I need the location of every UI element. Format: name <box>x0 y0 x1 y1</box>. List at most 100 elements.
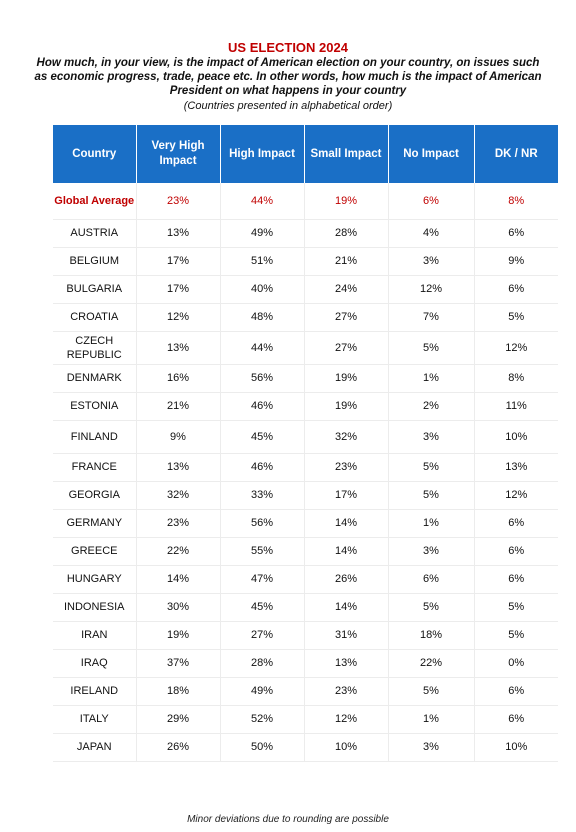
table-row: IRAQ 37% 28% 13% 22% 0% <box>53 649 558 678</box>
column-header-no-impact: No Impact <box>388 125 475 183</box>
table-row: INDONESIA 30% 45% 14% 5% 5% <box>53 593 558 622</box>
value-cell: 9% <box>474 247 558 276</box>
country-cell: GEORGIA <box>53 481 137 510</box>
value-cell: 24% <box>304 275 389 304</box>
table-row: IRELAND 18% 49% 23% 5% 6% <box>53 677 558 706</box>
value-cell: 3% <box>388 537 475 566</box>
value-cell: 51% <box>220 247 305 276</box>
country-cell: ESTONIA <box>53 392 137 421</box>
value-cell: 1% <box>388 509 475 538</box>
table-row: JAPAN 26% 50% 10% 3% 10% <box>53 733 558 762</box>
table-row: FINLAND 9% 45% 32% 3% 10% <box>53 420 558 454</box>
value-cell: 14% <box>304 593 389 622</box>
value-cell: 23% <box>136 509 221 538</box>
value-cell: 17% <box>304 481 389 510</box>
country-cell: FINLAND <box>53 420 137 454</box>
value-cell: 49% <box>220 219 305 248</box>
value-cell: 6% <box>474 705 558 734</box>
value-cell: 26% <box>304 565 389 594</box>
value-cell: 21% <box>136 392 221 421</box>
value-cell: 12% <box>474 331 558 365</box>
value-cell: 56% <box>220 509 305 538</box>
value-cell: 12% <box>136 303 221 332</box>
value-cell: 18% <box>388 621 475 650</box>
value-cell: 49% <box>220 677 305 706</box>
value-cell: 44% <box>220 183 305 220</box>
table-row: CROATIA 12% 48% 27% 7% 5% <box>53 303 558 332</box>
table-row: CZECH REPUBLIC 13% 44% 27% 5% 12% <box>53 331 558 365</box>
value-cell: 6% <box>474 219 558 248</box>
country-cell: BELGIUM <box>53 247 137 276</box>
value-cell: 1% <box>388 364 475 393</box>
value-cell: 50% <box>220 733 305 762</box>
value-cell: 5% <box>388 593 475 622</box>
column-header-very-high-impact: Very High Impact <box>136 125 221 183</box>
value-cell: 12% <box>388 275 475 304</box>
country-cell: ITALY <box>53 705 137 734</box>
value-cell: 6% <box>474 275 558 304</box>
value-cell: 23% <box>304 677 389 706</box>
value-cell: 14% <box>136 565 221 594</box>
value-cell: 45% <box>220 593 305 622</box>
value-cell: 46% <box>220 392 305 421</box>
value-cell: 33% <box>220 481 305 510</box>
country-cell: FRANCE <box>53 453 137 482</box>
value-cell: 13% <box>136 453 221 482</box>
table-row: DENMARK 16% 56% 19% 1% 8% <box>53 364 558 393</box>
value-cell: 12% <box>304 705 389 734</box>
value-cell: 6% <box>474 537 558 566</box>
value-cell: 13% <box>136 219 221 248</box>
country-cell: DENMARK <box>53 364 137 393</box>
value-cell: 8% <box>474 364 558 393</box>
value-cell: 52% <box>220 705 305 734</box>
value-cell: 7% <box>388 303 475 332</box>
country-cell: JAPAN <box>53 733 137 762</box>
value-cell: 19% <box>304 183 389 220</box>
survey-question: How much, in your view, is the impact of… <box>34 57 542 97</box>
column-header-high-impact: High Impact <box>220 125 305 183</box>
value-cell: 6% <box>388 565 475 594</box>
value-cell: 5% <box>474 303 558 332</box>
value-cell: 37% <box>136 649 221 678</box>
country-cell: IRAQ <box>53 649 137 678</box>
order-note: (Countries presented in alphabetical ord… <box>183 100 393 112</box>
value-cell: 8% <box>474 183 558 220</box>
country-cell: INDONESIA <box>53 593 137 622</box>
table-row: HUNGARY 14% 47% 26% 6% 6% <box>53 565 558 594</box>
table-row: ESTONIA 21% 46% 19% 2% 11% <box>53 392 558 421</box>
table-row: GEORGIA 32% 33% 17% 5% 12% <box>53 481 558 510</box>
table-row: GREECE 22% 55% 14% 3% 6% <box>53 537 558 566</box>
value-cell: 11% <box>474 392 558 421</box>
country-cell: CZECH REPUBLIC <box>53 331 137 365</box>
value-cell: 56% <box>220 364 305 393</box>
value-cell: 26% <box>136 733 221 762</box>
value-cell: 27% <box>220 621 305 650</box>
value-cell: 32% <box>304 420 389 454</box>
value-cell: 30% <box>136 593 221 622</box>
value-cell: 55% <box>220 537 305 566</box>
value-cell: 13% <box>474 453 558 482</box>
global-average-row: Global Average 23% 44% 19% 6% 8% <box>53 183 558 220</box>
table-row: BELGIUM 17% 51% 21% 3% 9% <box>53 247 558 276</box>
table-header-row: Country Very High Impact High Impact Sma… <box>53 125 558 183</box>
value-cell: 13% <box>136 331 221 365</box>
value-cell: 44% <box>220 331 305 365</box>
value-cell: 6% <box>474 565 558 594</box>
footer-note: Minor deviations due to rounding are pos… <box>187 814 389 825</box>
value-cell: 10% <box>304 733 389 762</box>
table-row: IRAN 19% 27% 31% 18% 5% <box>53 621 558 650</box>
value-cell: 19% <box>304 364 389 393</box>
value-cell: 4% <box>388 219 475 248</box>
column-header-dk-nr: DK / NR <box>474 125 558 183</box>
value-cell: 17% <box>136 275 221 304</box>
country-cell: GREECE <box>53 537 137 566</box>
value-cell: 10% <box>474 420 558 454</box>
value-cell: 9% <box>136 420 221 454</box>
value-cell: 5% <box>388 453 475 482</box>
value-cell: 19% <box>136 621 221 650</box>
value-cell: 22% <box>136 537 221 566</box>
country-cell: HUNGARY <box>53 565 137 594</box>
country-cell: CROATIA <box>53 303 137 332</box>
table-row: GERMANY 23% 56% 14% 1% 6% <box>53 509 558 538</box>
value-cell: 6% <box>474 509 558 538</box>
